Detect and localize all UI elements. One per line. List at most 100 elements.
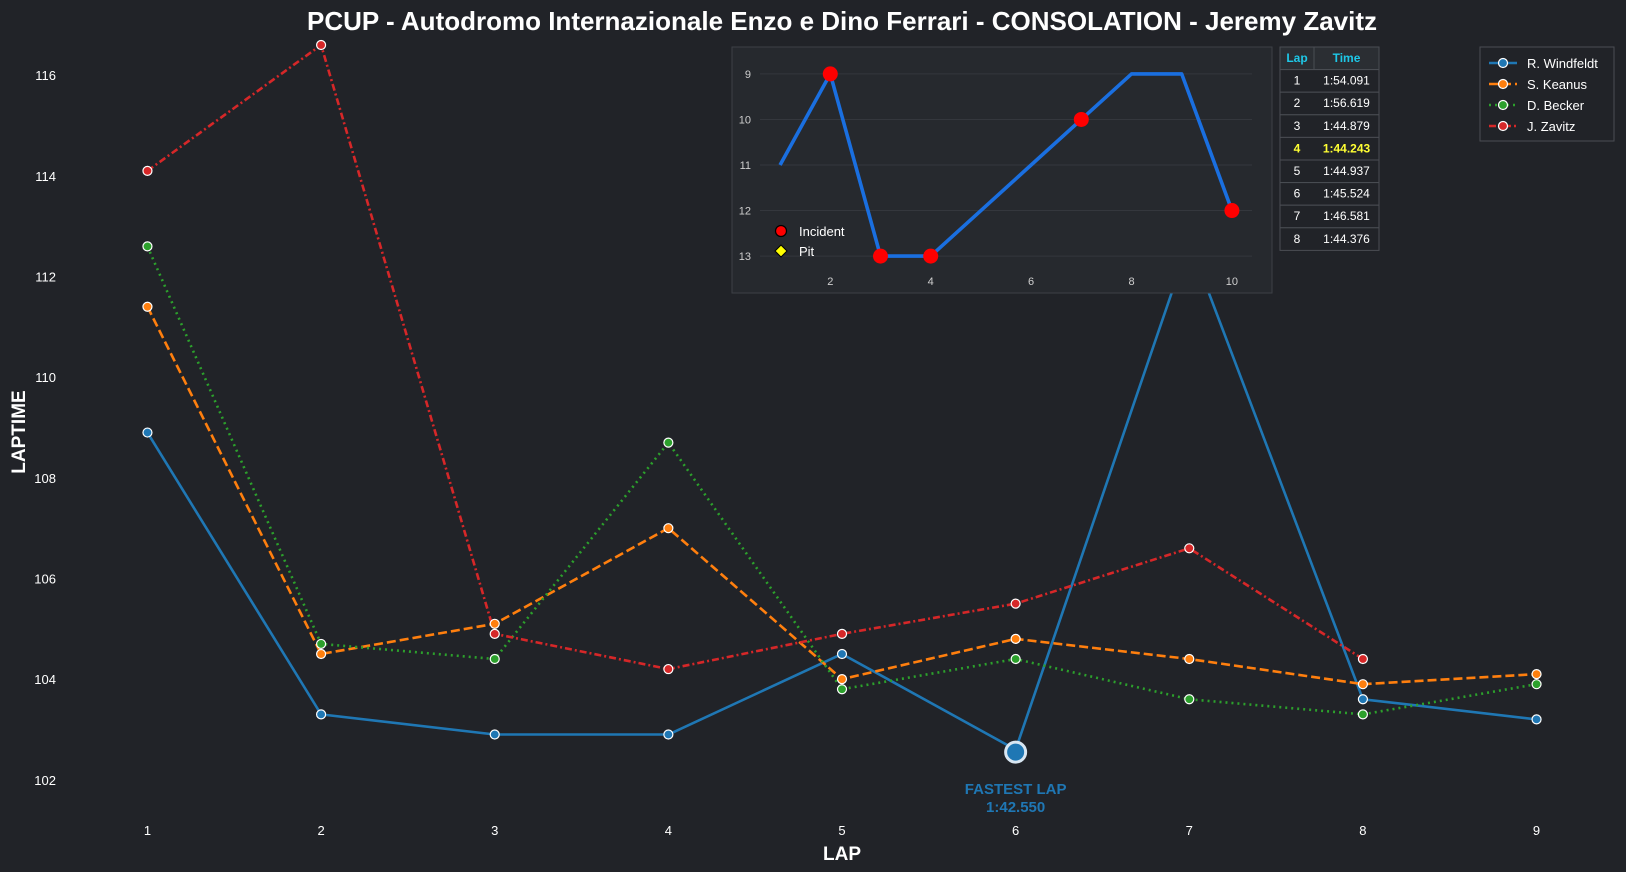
inset-x-tick-label: 2: [827, 276, 833, 288]
table-cell-time: 1:44.937: [1323, 164, 1370, 178]
table-cell-time: 1:44.376: [1323, 232, 1370, 246]
legend-label: J. Zavitz: [1527, 119, 1575, 134]
table-cell-lap: 7: [1294, 209, 1301, 223]
x-tick-label: 1: [144, 823, 151, 838]
legend-marker: [1497, 57, 1509, 69]
incident-marker: [1073, 111, 1089, 127]
data-point: [663, 729, 674, 740]
x-tick-label: 9: [1533, 823, 1540, 838]
lap-time-table: Lap Time 1 1:54.091 2 1:56.619 3 1:44.879 4 1:44.…: [1279, 46, 1380, 251]
x-tick-label: 7: [1186, 823, 1193, 838]
y-tick-labels: 102 104 106 108 110 112 114 116: [34, 68, 56, 788]
data-point: [836, 648, 848, 660]
series-line-r-windfeldt: [146, 240, 1537, 751]
x-tick-label: 4: [665, 823, 672, 838]
data-point: [1010, 633, 1021, 644]
y-tick-label: 116: [35, 68, 56, 83]
inset-y-tick-label: 10: [739, 114, 751, 126]
data-point: [1531, 679, 1542, 690]
table-cell-time: 1:46.581: [1323, 209, 1370, 223]
data-point: [836, 628, 848, 639]
data-point: [1357, 653, 1369, 665]
table-cell-time: 1:56.619: [1323, 96, 1370, 110]
table-cell-lap: 3: [1294, 119, 1301, 133]
data-point: [142, 241, 153, 252]
inset-legend: Incident Pit: [774, 224, 845, 259]
inset-x-tick-labels: 2 4 6 8 10: [827, 276, 1238, 288]
incident-marker: [822, 66, 838, 82]
data-point: [663, 523, 674, 534]
incident-marker: [923, 248, 939, 264]
data-point: [1184, 653, 1195, 665]
data-point: [142, 301, 153, 312]
data-point: [663, 663, 674, 675]
inset-position-series: [778, 72, 1234, 258]
y-tick-label: 112: [35, 270, 56, 285]
y-tick-label: 102: [34, 773, 56, 788]
y-tick-label: 114: [35, 169, 56, 184]
table-cell-time: 1:54.091: [1323, 74, 1370, 88]
x-tick-labels: 1 2 3 4 5 6 7 8 9: [144, 823, 1540, 838]
data-point: [1357, 694, 1369, 705]
table-cell-time: 1:45.524: [1323, 187, 1370, 201]
incident-legend-marker: [774, 224, 788, 238]
legend-label: R. Windfeldt: [1527, 56, 1598, 71]
table-cell-lap: 5: [1294, 164, 1301, 178]
table-cell-lap: 8: [1294, 232, 1301, 246]
chart-legend: R. Windfeldt S. Keanus D. Becker J. Zavitz: [1479, 46, 1615, 142]
series-line-j-zavitz: [146, 43, 1364, 671]
inset-y-tick-label: 12: [739, 206, 751, 218]
incident-legend-label: Incident: [799, 224, 845, 239]
data-point: [1010, 598, 1021, 609]
fastest-lap-marker: [1004, 740, 1028, 764]
data-point: [836, 684, 848, 695]
legend-label: D. Becker: [1527, 98, 1585, 113]
table-header-time: Time: [1333, 51, 1361, 65]
chart-title: PCUP - Autodromo Internazionale Enzo e D…: [307, 6, 1377, 36]
data-point: [1357, 679, 1369, 690]
legend-label: S. Keanus: [1527, 77, 1587, 92]
pit-legend-marker: [774, 244, 788, 258]
inset-y-tick-label: 13: [739, 251, 751, 263]
inset-y-tick-labels: 9 10 11 12 13: [739, 69, 751, 263]
incident-marker: [872, 248, 888, 264]
x-tick-label: 5: [838, 823, 845, 838]
y-tick-label: 110: [35, 370, 56, 385]
legend-marker: [1497, 78, 1509, 90]
inset-position-line: [778, 72, 1234, 258]
data-point: [1531, 669, 1542, 680]
inset-x-tick-label: 8: [1128, 276, 1134, 288]
inset-x-tick-label: 6: [1028, 276, 1034, 288]
pit-legend-label: Pit: [799, 244, 815, 259]
legend-marker: [1497, 99, 1509, 111]
series-line-s-keanus: [146, 306, 1537, 686]
x-tick-label: 3: [491, 823, 498, 838]
incident-marker: [1224, 203, 1240, 219]
table-cell-lap: 4: [1294, 141, 1301, 155]
data-point: [836, 674, 848, 685]
x-tick-label: 8: [1359, 823, 1366, 838]
data-point: [489, 653, 500, 665]
table-row: [1279, 227, 1380, 251]
data-point: [142, 165, 153, 176]
inset-y-tick-label: 9: [745, 69, 751, 81]
data-point: [1531, 714, 1542, 725]
data-point: [489, 729, 500, 740]
y-tick-label: 104: [34, 672, 56, 687]
data-point: [1184, 543, 1195, 554]
inset-x-tick-label: 10: [1226, 276, 1238, 288]
data-point: [489, 628, 500, 639]
data-point: [489, 618, 500, 629]
table-cell-lap: 1: [1294, 74, 1301, 88]
fastest-lap-label: FASTEST LAP: [965, 781, 1067, 798]
data-point: [315, 648, 327, 660]
series-line-d-becker: [146, 245, 1537, 716]
data-point: [142, 427, 153, 438]
inset-y-tick-label: 11: [740, 160, 751, 172]
y-tick-label: 106: [34, 571, 56, 586]
table-cell-time: 1:44.879: [1323, 119, 1370, 133]
data-point: [663, 437, 674, 448]
fastest-lap-time: 1:42.550: [986, 799, 1045, 816]
